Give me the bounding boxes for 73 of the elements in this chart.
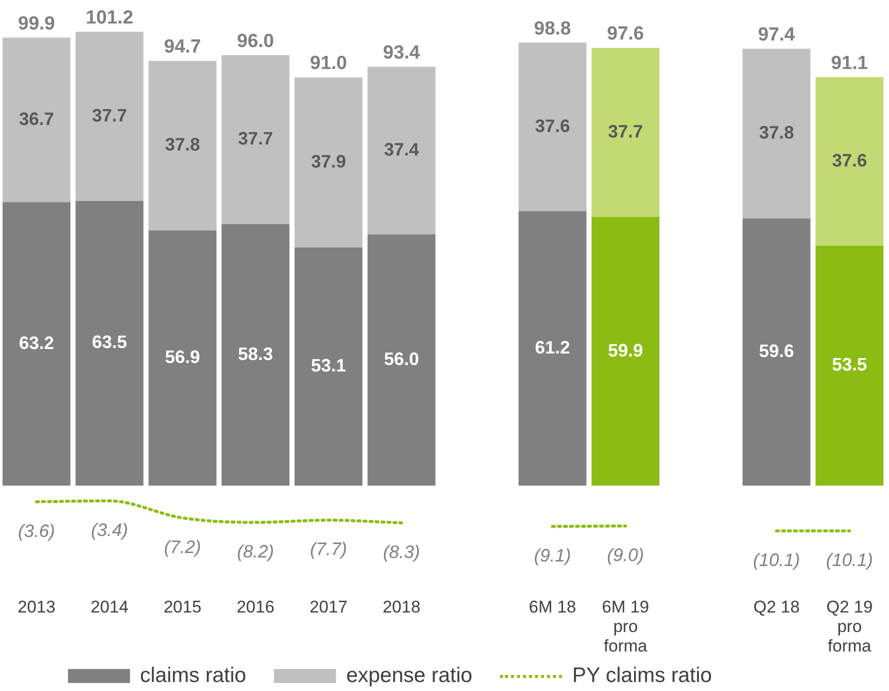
data-label: (7.2) bbox=[164, 536, 202, 557]
data-label: 56.0 bbox=[384, 349, 420, 370]
total-label: 97.4 bbox=[758, 24, 796, 46]
bar bbox=[294, 247, 362, 486]
data-label: 37.7 bbox=[92, 105, 128, 126]
bar bbox=[742, 218, 810, 486]
data-label: 37.9 bbox=[310, 151, 346, 172]
data-label: 63.5 bbox=[92, 332, 128, 352]
data-label: 53.5 bbox=[832, 354, 868, 375]
data-label: 58.3 bbox=[238, 344, 274, 364]
data-label: 61.2 bbox=[534, 337, 570, 358]
total-label: 98.8 bbox=[534, 18, 571, 40]
bar bbox=[148, 60, 216, 230]
legend-label: expense ratio bbox=[346, 664, 472, 688]
data-label: 37.4 bbox=[384, 140, 420, 160]
data-label: 53.1 bbox=[310, 356, 346, 376]
legend-label: PY claims ratio bbox=[572, 664, 712, 688]
data-label: (10.1) bbox=[826, 550, 874, 570]
data-label: (9.1) bbox=[534, 545, 572, 566]
bar bbox=[2, 38, 70, 202]
data-label: 36.7 bbox=[18, 108, 54, 129]
bar bbox=[742, 48, 810, 218]
data-label: (7.7) bbox=[310, 539, 348, 560]
bar bbox=[76, 200, 144, 486]
bar bbox=[592, 48, 660, 217]
bar bbox=[222, 224, 290, 486]
data-label: (9.0) bbox=[606, 544, 644, 565]
bar bbox=[368, 234, 436, 486]
x-tick-label: 6M 19 pro forma bbox=[602, 597, 650, 656]
data-label: 37.8 bbox=[758, 122, 794, 143]
x-tick-label: 2017 bbox=[310, 597, 348, 616]
x-tick-label: Q2 19 pro forma bbox=[826, 597, 873, 656]
data-label: 37.7 bbox=[238, 128, 274, 149]
total-label: 97.6 bbox=[607, 24, 644, 45]
bar bbox=[816, 246, 884, 486]
data-label: 37.6 bbox=[832, 150, 868, 170]
data-label: 59.6 bbox=[758, 340, 794, 361]
bar bbox=[76, 32, 144, 201]
x-tick-label: 2016 bbox=[236, 597, 274, 616]
total-label: 91.1 bbox=[831, 52, 868, 74]
bar bbox=[816, 77, 884, 246]
bar bbox=[518, 42, 586, 212]
total-label: 91.0 bbox=[310, 53, 347, 74]
bar bbox=[222, 55, 290, 224]
x-tick-label: 2018 bbox=[382, 597, 420, 616]
x-tick-label: 2013 bbox=[18, 597, 56, 616]
bar bbox=[294, 78, 362, 248]
data-label: 56.9 bbox=[164, 346, 200, 367]
data-label: (8.3) bbox=[382, 542, 420, 562]
data-label: (3.4) bbox=[90, 520, 128, 540]
data-label: 37.6 bbox=[534, 116, 570, 136]
x-tick-label: 2014 bbox=[90, 597, 128, 616]
bar bbox=[148, 230, 216, 486]
data-label: (3.6) bbox=[18, 520, 56, 541]
total-label: 101.2 bbox=[86, 8, 134, 29]
total-label: 94.7 bbox=[164, 36, 201, 58]
x-tick-label: Q2 18 bbox=[753, 597, 800, 616]
bar bbox=[2, 202, 70, 486]
legend-label: claims ratio bbox=[140, 664, 246, 688]
data-label: 63.2 bbox=[18, 332, 54, 353]
data-label: 59.9 bbox=[608, 340, 644, 360]
data-label: 37.8 bbox=[164, 134, 200, 155]
x-tick-label: 2015 bbox=[164, 597, 202, 616]
data-label: (8.2) bbox=[236, 541, 274, 562]
total-label: 99.9 bbox=[18, 13, 55, 34]
total-label: 93.4 bbox=[383, 42, 420, 64]
total-label: 96.0 bbox=[237, 30, 274, 52]
bar bbox=[518, 211, 586, 486]
x-tick-label: 6M 18 bbox=[528, 597, 576, 616]
data-label: 37.7 bbox=[608, 121, 644, 142]
data-label: (10.1) bbox=[752, 550, 800, 570]
bar bbox=[592, 216, 660, 486]
bar bbox=[368, 66, 436, 234]
